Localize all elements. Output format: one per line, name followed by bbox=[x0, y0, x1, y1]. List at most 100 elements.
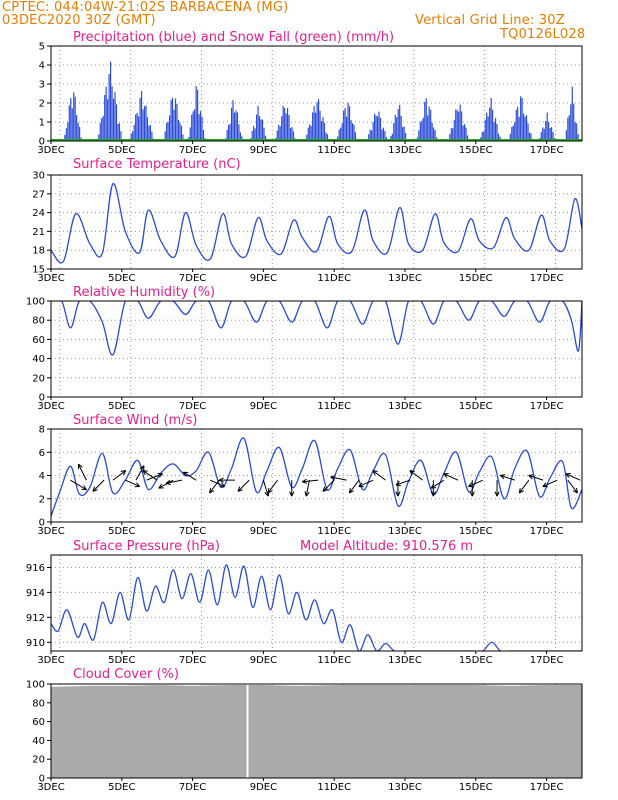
precip-bar bbox=[191, 114, 193, 141]
header-station: CPTEC: 044:04W-21:02S BARBACENA (MG) bbox=[2, 0, 289, 15]
y-tick-label: 18 bbox=[32, 246, 45, 257]
precip-bar bbox=[313, 105, 315, 141]
precip-bar bbox=[576, 123, 578, 141]
precip-bar bbox=[341, 123, 343, 141]
precip-bar bbox=[166, 122, 168, 141]
precip-bar bbox=[104, 94, 106, 141]
precip-bar bbox=[199, 110, 202, 141]
precip-bar bbox=[425, 98, 427, 141]
wind-arrow bbox=[499, 474, 515, 481]
precip-bar bbox=[375, 115, 377, 141]
precip-bar bbox=[173, 109, 175, 141]
precip-bar bbox=[518, 116, 520, 141]
precip-bar bbox=[340, 127, 342, 141]
precip-bar bbox=[194, 109, 196, 141]
precip-bar bbox=[511, 126, 513, 141]
precip-bar bbox=[540, 131, 542, 141]
precip-bar bbox=[76, 115, 78, 141]
x-tick-label: 7DEC bbox=[179, 782, 206, 793]
y-tick-label: 100 bbox=[26, 680, 45, 691]
wind-arrow bbox=[395, 479, 411, 487]
precip-bar bbox=[509, 133, 511, 141]
plot-area bbox=[51, 555, 582, 651]
wind-arrow bbox=[135, 465, 145, 481]
precip-bar bbox=[284, 107, 286, 141]
x-tick-label: 17DEC bbox=[530, 526, 564, 537]
x-tick-label: 11DEC bbox=[317, 655, 351, 666]
precip-bar bbox=[70, 98, 72, 141]
panel-title: Precipitation (blue) and Snow Fall (gree… bbox=[73, 30, 394, 45]
precip-bar bbox=[391, 133, 393, 141]
precip-bar bbox=[148, 125, 150, 141]
rh-series-line bbox=[51, 301, 582, 356]
x-tick-label: 13DEC bbox=[388, 782, 422, 793]
x-tick-label: 9DEC bbox=[250, 782, 277, 793]
precip-bar bbox=[450, 128, 452, 141]
precip-bar bbox=[316, 102, 318, 141]
precip-bar bbox=[394, 115, 396, 141]
wind-arrow bbox=[372, 470, 386, 481]
precip-bar bbox=[348, 106, 351, 141]
y-tick-label: 0 bbox=[39, 393, 45, 404]
precip-bar bbox=[117, 124, 119, 141]
precip-bar bbox=[372, 122, 374, 141]
precip-bar bbox=[310, 125, 312, 141]
precip-bar bbox=[230, 107, 233, 141]
precip-bar bbox=[312, 112, 314, 141]
precip-bar bbox=[489, 107, 491, 141]
wind-arrow bbox=[565, 473, 581, 481]
x-tick-label: 17DEC bbox=[530, 782, 564, 793]
x-tick-label: 9DEC bbox=[250, 145, 277, 156]
precip-bar bbox=[133, 124, 135, 141]
wind-arrow bbox=[542, 479, 558, 488]
precip-bar bbox=[241, 136, 243, 141]
precip-bar bbox=[64, 134, 66, 141]
precip-bar bbox=[130, 133, 132, 141]
wind-arrow bbox=[267, 479, 278, 494]
y-tick-label: 6 bbox=[39, 448, 45, 459]
precip-bar bbox=[527, 123, 529, 141]
precip-bar bbox=[197, 89, 199, 141]
precip-bar bbox=[514, 122, 516, 141]
precip-bar bbox=[138, 116, 140, 141]
precip-bar bbox=[542, 127, 544, 141]
wind-arrow bbox=[469, 480, 475, 497]
precip-bar bbox=[433, 127, 435, 141]
x-tick-label: 15DEC bbox=[459, 526, 493, 537]
panel-title: Relative Humidity (%) bbox=[73, 285, 215, 300]
panel-title: Surface Wind (m/s) bbox=[73, 413, 197, 428]
y-tick-label: 912 bbox=[26, 613, 45, 624]
x-tick-label: 7DEC bbox=[179, 526, 206, 537]
precip-bar bbox=[396, 117, 398, 141]
wind-arrow bbox=[430, 479, 445, 489]
x-tick-label: 11DEC bbox=[317, 145, 351, 156]
wind-arrow bbox=[468, 479, 484, 488]
x-tick-label: 17DEC bbox=[530, 401, 564, 412]
precip-bar bbox=[376, 116, 379, 141]
pressure-series-line bbox=[51, 564, 582, 651]
y-tick-label: 40 bbox=[32, 736, 45, 747]
precip-bar bbox=[466, 135, 469, 141]
precip-bar bbox=[493, 121, 495, 141]
panel-precip: Precipitation (blue) and Snow Fall (gree… bbox=[37, 30, 583, 156]
precip-bar bbox=[260, 119, 262, 141]
precip-bar bbox=[565, 130, 567, 141]
precip-bar bbox=[136, 112, 138, 141]
precip-bar bbox=[115, 104, 118, 141]
precip-bar bbox=[307, 127, 309, 141]
precip-bar bbox=[102, 115, 104, 141]
precip-bar bbox=[418, 130, 420, 141]
precip-bar bbox=[132, 131, 134, 141]
precip-bar bbox=[403, 126, 405, 141]
precip-bar bbox=[494, 118, 497, 141]
x-tick-label: 17DEC bbox=[530, 145, 564, 156]
wind-arrow bbox=[494, 480, 500, 497]
precip-bar bbox=[170, 99, 172, 141]
precip-bar bbox=[120, 131, 122, 141]
precip-bar bbox=[261, 119, 264, 141]
y-tick-label: 60 bbox=[32, 717, 45, 728]
y-tick-label: 20 bbox=[32, 755, 45, 766]
precip-bar bbox=[189, 127, 191, 141]
y-tick-label: 2 bbox=[39, 99, 45, 110]
x-tick-label: 11DEC bbox=[317, 526, 351, 537]
